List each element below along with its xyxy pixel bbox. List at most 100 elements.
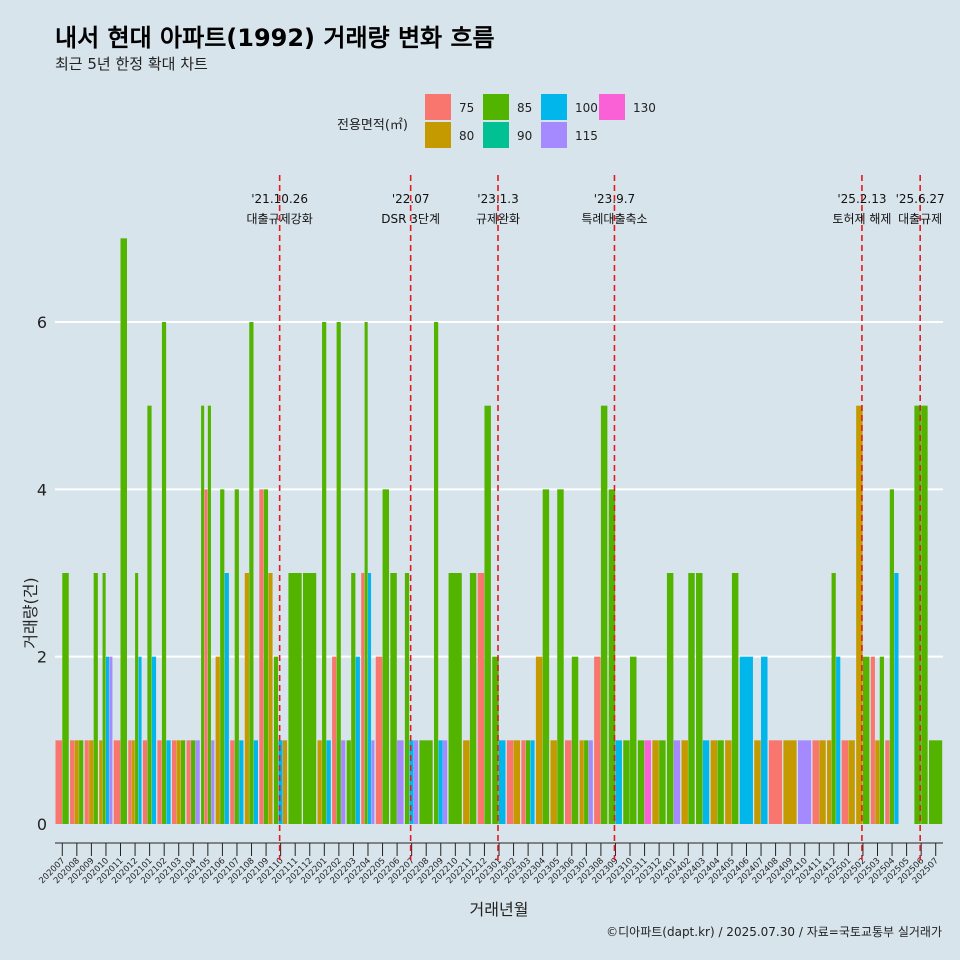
bar: [244, 573, 249, 824]
bar: [879, 656, 884, 824]
bar: [84, 740, 89, 824]
bar: [62, 573, 69, 824]
bar: [138, 656, 142, 824]
bar: [195, 740, 200, 824]
bar: [89, 740, 94, 824]
bar: [367, 573, 372, 824]
bar: [739, 656, 753, 824]
bar: [176, 740, 181, 824]
bar: [644, 740, 652, 824]
bar: [355, 656, 360, 824]
legend-label: 100: [575, 101, 598, 115]
event-date-label: '25.6.27: [896, 192, 945, 206]
event-name-label: 대출규제강화: [247, 212, 313, 226]
bar: [361, 573, 365, 824]
bar: [371, 740, 375, 824]
legend-label: 75: [459, 101, 474, 115]
bar: [230, 740, 235, 824]
bar: [812, 740, 819, 824]
bar: [484, 405, 491, 824]
bar: [55, 740, 62, 824]
bar: [239, 740, 244, 824]
bar: [93, 573, 98, 824]
legend-label: 130: [633, 101, 656, 115]
bar: [875, 740, 880, 824]
bar: [571, 656, 579, 824]
chart-subtitle: 최근 5년 한정 확대 차트: [55, 55, 208, 73]
y-tick-label: 4: [37, 480, 47, 499]
bar: [326, 740, 331, 824]
bar: [207, 405, 211, 824]
bar: [797, 740, 812, 824]
bar: [630, 656, 637, 824]
bar: [336, 322, 341, 824]
y-tick-label: 0: [37, 815, 47, 834]
bar: [438, 740, 443, 824]
bar: [870, 656, 875, 824]
bar: [463, 740, 470, 824]
x-axis-title: 거래년월: [470, 900, 529, 919]
bar: [147, 405, 152, 824]
bar: [492, 656, 499, 824]
bar: [282, 740, 288, 824]
bar: [364, 322, 368, 824]
y-axis-title: 거래량(건): [21, 577, 40, 648]
bar: [594, 656, 601, 824]
bar: [557, 489, 564, 824]
bar: [513, 740, 521, 824]
bar: [322, 322, 327, 824]
legend-swatch: [425, 94, 451, 120]
bar: [702, 740, 710, 824]
legend-swatch: [483, 94, 509, 120]
bar: [836, 656, 841, 824]
event-date-label: '23.1.3: [477, 192, 518, 206]
bar: [346, 740, 351, 824]
bar: [249, 322, 254, 824]
bar: [608, 489, 616, 824]
bar: [848, 740, 855, 824]
bar: [623, 740, 630, 824]
bar: [448, 573, 462, 824]
bar: [506, 740, 514, 824]
bar: [659, 740, 666, 824]
bar: [856, 405, 863, 824]
bar: [288, 573, 302, 824]
bar: [862, 656, 870, 824]
event-name-label: 대출규제: [898, 212, 942, 226]
bar: [382, 489, 390, 824]
bar: [717, 740, 724, 824]
bar: [889, 489, 895, 824]
bar: [204, 489, 208, 824]
bar: [550, 740, 557, 824]
bar: [317, 740, 322, 824]
bar: [102, 573, 106, 824]
event-name-label: 특례대출축소: [581, 212, 647, 226]
bar: [268, 573, 273, 824]
bar: [171, 740, 177, 824]
bar: [105, 656, 110, 824]
bar: [273, 656, 279, 824]
bar: [157, 740, 162, 824]
bar: [443, 740, 448, 824]
chart-title: 내서 현대 아파트(1992) 거래량 변화 흐름: [55, 24, 495, 52]
bar: [419, 740, 433, 824]
bar: [166, 740, 171, 824]
event-name-label: DSR 3단계: [381, 212, 440, 226]
bar: [390, 573, 397, 824]
legend-label: 90: [517, 129, 532, 143]
bar: [259, 489, 264, 824]
bar: [113, 740, 121, 824]
bar: [584, 740, 589, 824]
event-date-label: '22.07: [392, 192, 430, 206]
bar: [234, 489, 239, 824]
bar: [819, 740, 826, 824]
bar: [332, 656, 337, 824]
bar: [397, 740, 404, 824]
bar: [263, 489, 269, 824]
legend-swatch: [541, 94, 567, 120]
event-date-label: '23.9.7: [594, 192, 635, 206]
bar: [128, 740, 132, 824]
bar: [404, 573, 410, 824]
bar: [215, 656, 220, 824]
bar: [433, 322, 439, 824]
